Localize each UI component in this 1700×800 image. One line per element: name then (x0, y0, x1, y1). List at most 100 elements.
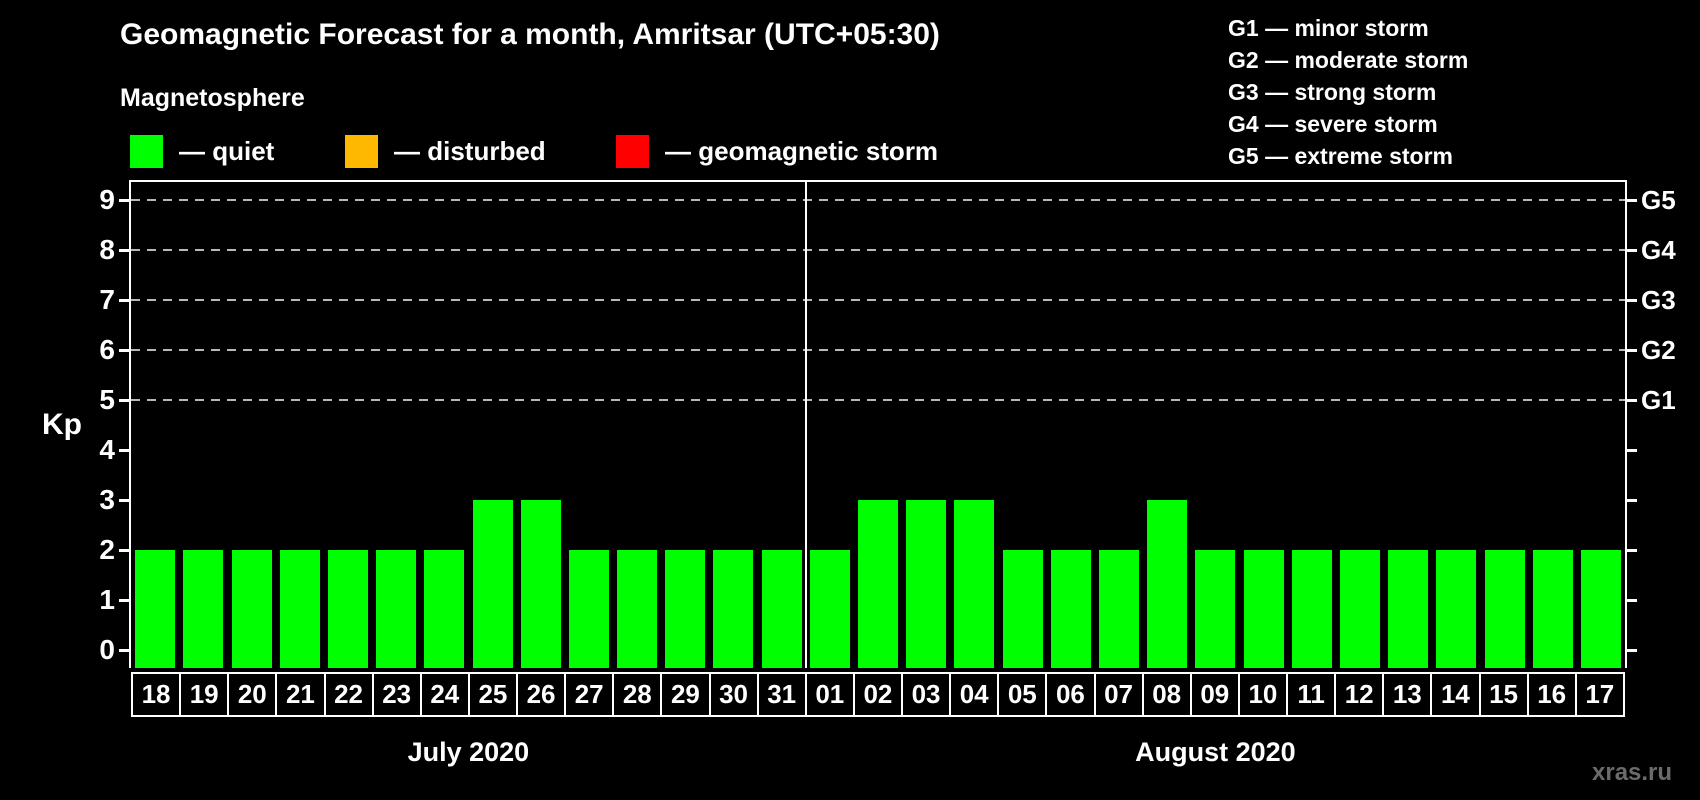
y-tick-right (1625, 349, 1637, 352)
y-tick-left (119, 249, 131, 252)
date-cell: 04 (949, 674, 997, 715)
y-tick-left (119, 549, 131, 552)
kp-bar (1243, 550, 1284, 668)
date-cell: 22 (323, 674, 372, 715)
kp-bar (954, 500, 995, 668)
kp-bar (520, 500, 561, 668)
y-tick-label: 3 (99, 484, 115, 515)
kp-bar (1002, 550, 1043, 668)
legend-item-label: — geomagnetic storm (665, 136, 939, 166)
g-axis-label-G2: G2 (1641, 335, 1676, 365)
y-tick-right (1625, 249, 1637, 252)
date-cell: 18 (141, 679, 171, 709)
y-tick-left (119, 349, 131, 352)
kp-bar (231, 550, 272, 668)
month-label-july: July 2020 (407, 737, 530, 767)
gridline-G5 (131, 199, 1625, 201)
y-tick-right (1625, 199, 1637, 202)
y-tick-label: 9 (99, 184, 115, 215)
kp-bar (472, 500, 513, 668)
date-cell: 26 (516, 674, 564, 715)
date-cell: 21 (275, 674, 323, 715)
kp-bar (183, 550, 224, 668)
y-tick-right (1625, 399, 1637, 402)
gridline-G2 (131, 349, 1625, 351)
date-cell: 03 (901, 674, 949, 715)
y-tick-left (119, 199, 131, 202)
date-cell: 11 (1286, 674, 1334, 715)
y-tick-left (119, 499, 131, 502)
kp-bar (1532, 550, 1573, 668)
y-tick-label: 2 (99, 534, 115, 565)
kp-bar (1580, 550, 1621, 668)
date-cell: 08 (1141, 674, 1190, 715)
y-tick-left (119, 449, 131, 452)
kp-bar (135, 550, 176, 668)
month-divider-line (804, 182, 807, 668)
chart-subtitle: Magnetosphere (120, 84, 305, 112)
date-cell: 06 (1045, 674, 1093, 715)
y-tick-label: 8 (99, 234, 115, 265)
kp-bar (1339, 550, 1380, 668)
kp-bar (1050, 550, 1091, 668)
y-tick-label: 6 (99, 334, 115, 365)
g-scale-legend-line: G4 — severe storm (1228, 111, 1438, 137)
g-axis-label-G1: G1 (1641, 385, 1676, 415)
legend-item-disturbed: — disturbed (345, 135, 546, 168)
legend-item-quiet: — quiet (130, 135, 274, 168)
kp-bar (1484, 550, 1525, 668)
date-cell: 27 (564, 674, 612, 715)
gridline-G1 (131, 399, 1625, 401)
date-cell: 31 (756, 674, 805, 715)
y-tick-label: 7 (99, 284, 115, 315)
kp-bar (568, 550, 609, 668)
y-tick-right (1625, 299, 1637, 302)
kp-bar (665, 550, 706, 668)
y-tick-right (1625, 649, 1637, 652)
kp-bar (279, 550, 320, 668)
date-cell: 23 (371, 674, 420, 715)
y-tick-left (119, 399, 131, 402)
date-cell: 07 (1093, 674, 1142, 715)
watermark: xras.ru (1592, 759, 1673, 786)
kp-bar (713, 550, 754, 668)
g-scale-legend: G1 — minor storm G2 — moderate storm G3 — … (1228, 12, 1468, 172)
y-tick-right (1625, 449, 1637, 452)
y-tick-right (1625, 499, 1637, 502)
y-tick-left (119, 599, 131, 602)
y-tick-left (119, 299, 131, 302)
g-axis-label-G5: G5 (1641, 185, 1676, 215)
date-cell: 25 (467, 674, 516, 715)
date-cell: 17 (1574, 674, 1623, 715)
kp-bar (1147, 500, 1188, 668)
date-cell: 28 (612, 674, 660, 715)
kp-bar (1099, 550, 1139, 668)
y-tick-right (1625, 599, 1637, 602)
date-cell: 02 (852, 674, 901, 715)
kp-bar (617, 550, 657, 668)
month-label-august: August 2020 (1135, 737, 1296, 767)
date-cell: 19 (179, 674, 227, 715)
kp-bar (327, 550, 368, 668)
g-axis-label-G3: G3 (1641, 285, 1676, 315)
date-cell: 12 (1334, 674, 1382, 715)
kp-bar (1291, 550, 1332, 668)
date-cell: 29 (660, 674, 708, 715)
disturbed-swatch (345, 135, 378, 168)
date-axis: 18 19 20 21 22 23 24 25 26 27 28 29 30 31 01 02 03 04 05 06… (131, 672, 1625, 717)
y-tick-left (119, 649, 131, 652)
geomagnetic-storm-swatch (616, 135, 649, 168)
gridline-G3 (131, 299, 1625, 301)
kp-bar (906, 500, 947, 668)
y-tick-right (1625, 549, 1637, 552)
y-axis-title: Kp (42, 408, 82, 441)
legend-item-geomagnetic-storm: — geomagnetic storm (616, 135, 938, 168)
date-cell: 24 (419, 674, 468, 715)
kp-bar (1195, 550, 1236, 668)
y-tick-label: 1 (99, 584, 115, 615)
g-axis-label-G4: G4 (1641, 235, 1676, 265)
quiet-swatch (130, 135, 163, 168)
legend-item-label: — quiet (179, 136, 275, 166)
